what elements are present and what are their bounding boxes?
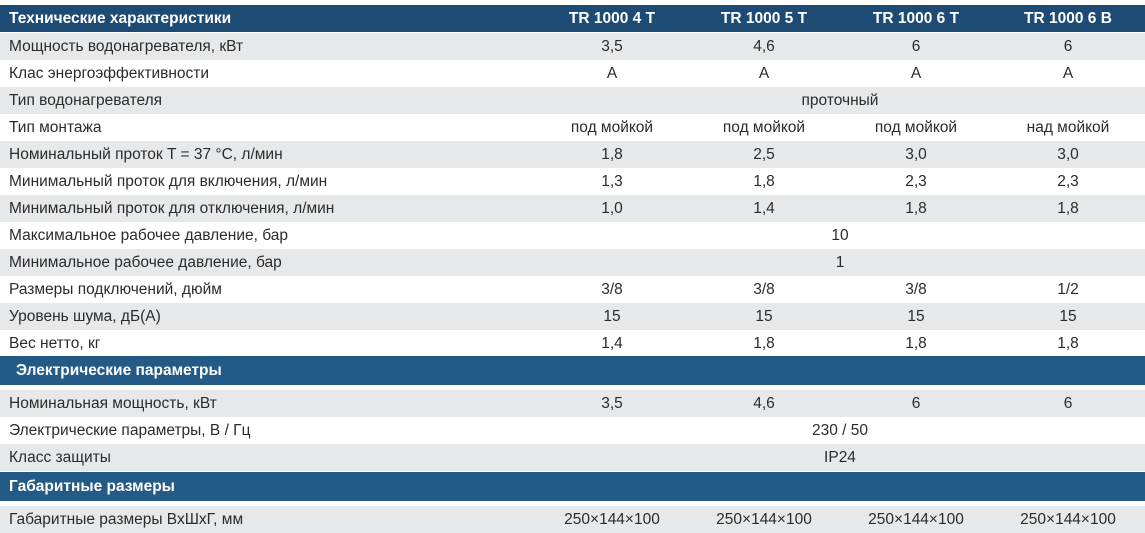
- cell-value: 1,8: [1057, 200, 1079, 217]
- cell-value: 4,6: [753, 395, 775, 412]
- cell-value: A: [910, 65, 922, 82]
- cell-value: 10: [831, 227, 849, 244]
- cell-value: под мойкой: [874, 119, 958, 136]
- row-label: Уровень шума, дБ(А): [9, 308, 161, 325]
- row-label: Номинальный проток T = 37 °C, л/мин: [9, 146, 283, 163]
- row-bg: [0, 87, 1145, 114]
- cell-value: 250×144×100: [564, 511, 660, 528]
- cell-value: под мойкой: [570, 119, 654, 136]
- row-bg: [0, 390, 1145, 417]
- cell-value: A: [606, 65, 618, 82]
- row-label: Номинальная мощность, кВт: [9, 395, 217, 412]
- column-header: TR 1000 6 T: [872, 10, 960, 27]
- row-label: Электрические параметры, В / Гц: [9, 422, 251, 439]
- cell-value: 2,3: [1057, 173, 1079, 190]
- cell-value: 6: [1063, 395, 1073, 412]
- header-bg: [0, 5, 1145, 32]
- column-header: TR 1000 5 T: [720, 10, 808, 27]
- section-bg: [0, 472, 1145, 501]
- row-label: Минимальное рабочее давление, бар: [9, 254, 282, 271]
- cell-value: 15: [755, 308, 773, 325]
- cell-value: 15: [907, 308, 925, 325]
- cell-value: проточный: [801, 92, 879, 109]
- cell-value: 6: [1063, 38, 1073, 55]
- cell-value: 1: [835, 254, 845, 271]
- cell-value: 3,0: [1057, 146, 1079, 163]
- cell-value: 1,8: [753, 173, 775, 190]
- cell-value: 1,8: [753, 335, 775, 352]
- row-label: Мощность водонагревателя, кВт: [9, 38, 244, 55]
- row-bg: [0, 249, 1145, 276]
- cell-value: 250×144×100: [868, 511, 964, 528]
- row-bg: [0, 506, 1145, 533]
- cell-value: 250×144×100: [1020, 511, 1116, 528]
- cell-value: 3,5: [601, 38, 623, 55]
- cell-value: 1,0: [601, 200, 623, 217]
- row-bg: [0, 141, 1145, 168]
- cell-value: 2,5: [753, 146, 775, 163]
- cell-value: 1,8: [905, 335, 927, 352]
- cell-value: 3/8: [753, 281, 775, 298]
- cell-value: 15: [603, 308, 621, 325]
- row-bg: [0, 195, 1145, 222]
- cell-value: 230 / 50: [811, 422, 869, 439]
- cell-value: 6: [911, 395, 921, 412]
- cell-value: 250×144×100: [716, 511, 812, 528]
- row-label: Клас энергоэффективности: [9, 65, 210, 82]
- cell-value: 1,8: [905, 200, 927, 217]
- row-label: Тип водонагревателя: [9, 92, 163, 109]
- cell-value: A: [758, 65, 770, 82]
- cell-value: 4,6: [753, 38, 775, 55]
- section-title: Габаритные размеры: [9, 478, 175, 495]
- cell-value: 1,8: [1057, 335, 1079, 352]
- row-bg: [0, 33, 1145, 60]
- cell-value: 1,8: [601, 146, 623, 163]
- cell-value: 1/2: [1057, 281, 1079, 298]
- cell-value: 15: [1059, 308, 1077, 325]
- row-label: Минимальный проток для отключения, л/мин: [9, 200, 335, 217]
- row-label: Минимальный проток для включения, л/мин: [9, 173, 328, 190]
- cell-value: 3/8: [905, 281, 927, 298]
- cell-value: под мойкой: [722, 119, 806, 136]
- row-label: Вес нетто, кг: [9, 335, 101, 352]
- row-label: Размеры подключений, дюйм: [9, 281, 222, 298]
- cell-value: 6: [911, 38, 921, 55]
- section-bg: [0, 356, 1145, 385]
- cell-value: 3,0: [905, 146, 927, 163]
- header-title: Технические характеристики: [9, 10, 232, 27]
- cell-value: 3,5: [601, 395, 623, 412]
- row-bg: [0, 444, 1145, 471]
- cell-value: 1,4: [601, 335, 623, 352]
- row-bg: [0, 303, 1145, 330]
- cell-value: IP24: [824, 449, 856, 466]
- cell-value: A: [1062, 65, 1074, 82]
- cell-value: 2,3: [905, 173, 927, 190]
- cell-value: над мойкой: [1026, 119, 1110, 136]
- column-header: TR 1000 4 T: [568, 10, 656, 27]
- row-label: Класс защиты: [9, 449, 111, 466]
- section-title: Электрические параметры: [16, 362, 222, 379]
- row-label: Габаритные размеры ВхШхГ, мм: [9, 511, 244, 528]
- cell-value: 3/8: [601, 281, 623, 298]
- row-label: Максимальное рабочее давление, бар: [9, 227, 289, 244]
- column-header: TR 1000 6 B: [1024, 10, 1112, 27]
- cell-value: 1,4: [753, 200, 775, 217]
- row-label: Тип монтажа: [9, 119, 102, 136]
- cell-value: 1,3: [601, 173, 623, 190]
